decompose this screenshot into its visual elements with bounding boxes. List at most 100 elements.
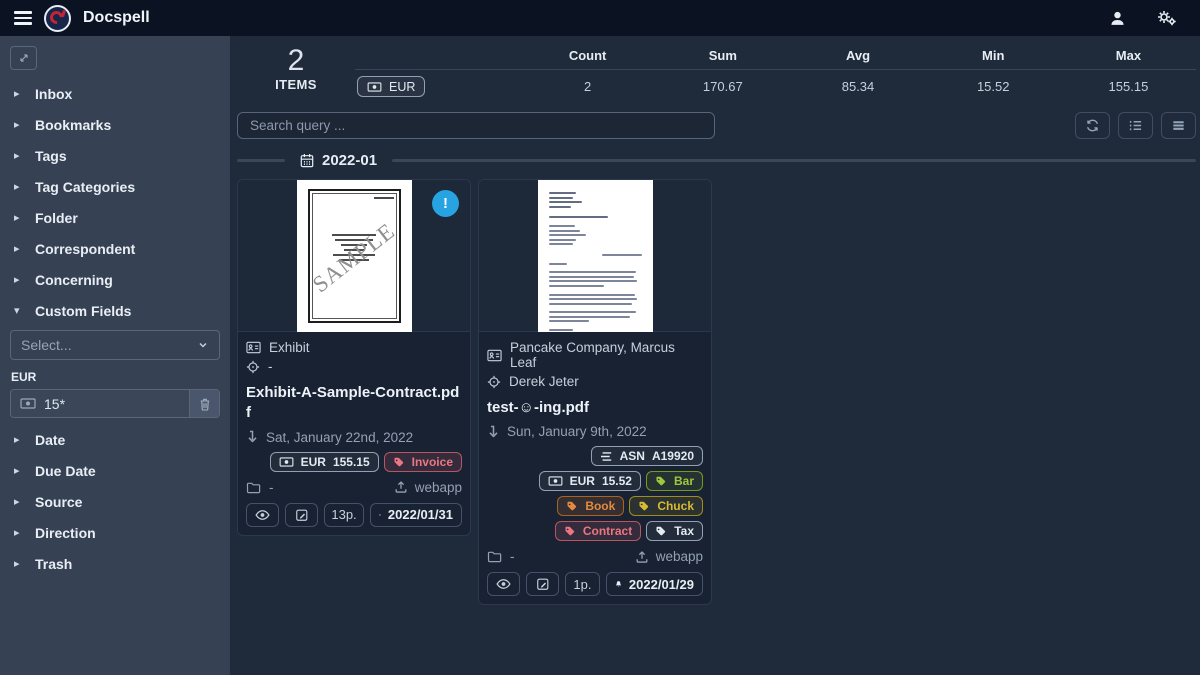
- tag-label: Invoice: [411, 454, 453, 469]
- item-badges: ASN A19920 EUR 15.52 Bar: [487, 446, 703, 542]
- item-date: Sat, January 22nd, 2022: [266, 429, 414, 445]
- bell-icon: [379, 513, 381, 516]
- sidebar-item-label: Source: [35, 493, 83, 510]
- sidebar-item-label: Direction: [35, 524, 96, 541]
- tag-icon: [393, 456, 405, 468]
- sidebar-item-label: Correspondent: [35, 240, 136, 257]
- expand-icon: [19, 54, 28, 62]
- sidebar-item-label: Tag Categories: [35, 178, 136, 195]
- month-group-header: 2022-01: [237, 152, 1196, 169]
- custom-field-label: EUR: [11, 370, 37, 384]
- tag-icon: [564, 525, 576, 537]
- correspondent-row: Pancake Company, Marcus Leaf: [487, 340, 703, 370]
- field-badge-label: EUR: [569, 474, 595, 489]
- money-icon: [548, 476, 563, 486]
- sidebar-item-label: Inbox: [35, 85, 73, 102]
- tag-icon: [566, 500, 578, 512]
- item-date: Sun, January 9th, 2022: [507, 424, 647, 440]
- item-title: test-☺-ing.pdf: [487, 399, 589, 416]
- tag-badge: Invoice: [383, 451, 462, 472]
- currency-label: EUR: [389, 79, 416, 94]
- menu-icon[interactable]: [14, 11, 32, 25]
- sidebar-item-tags[interactable]: ▸ Tags: [8, 140, 222, 171]
- custom-field-badge: EUR 155.15: [269, 451, 379, 472]
- sidebar-item-label: Concerning: [35, 271, 113, 288]
- asn-badge: ASN A19920: [590, 446, 703, 467]
- user-icon[interactable]: [1109, 10, 1126, 27]
- calendar-icon: [300, 153, 314, 168]
- item-card-1[interactable]: SAMPLE ! Exhibit -: [237, 179, 471, 536]
- sidebar: ▸ Inbox ▸ Bookmarks ▸ Tags ▸ Tag Categories …: [0, 36, 230, 675]
- tag-badge: Chuck: [629, 496, 703, 517]
- address-card-icon: [487, 349, 502, 362]
- item-card-list: SAMPLE ! Exhibit -: [237, 179, 1196, 606]
- stats-value-avg: 85.34: [841, 79, 875, 94]
- item-card-2[interactable]: Pancake Company, Marcus Leaf Derek Jeter…: [478, 179, 712, 606]
- tag-icon: [655, 525, 667, 537]
- chevron-down-icon: [197, 339, 209, 351]
- item-thumbnail-2: [479, 180, 711, 332]
- edit-icon: [295, 509, 307, 521]
- concerning-row: -: [246, 359, 462, 374]
- stats-header-avg: Avg: [845, 48, 871, 63]
- source-name: webapp: [655, 549, 703, 565]
- money-icon: [279, 456, 294, 467]
- items-count-label: ITEMS: [275, 77, 317, 92]
- custom-field-eur-input[interactable]: [44, 395, 180, 412]
- search-input[interactable]: [237, 112, 715, 139]
- item-title: Exhibit-A-Sample-Contract.pdf: [246, 384, 460, 422]
- sidebar-item-label: Bookmarks: [35, 116, 112, 133]
- select-placeholder: Select...: [21, 337, 72, 353]
- custom-fields-panel: Select... EUR: [8, 326, 222, 424]
- caret-right-icon: ▸: [14, 558, 20, 570]
- sidebar-collapse-button[interactable]: [10, 46, 37, 70]
- sidebar-item-trash[interactable]: ▸ Trash: [8, 548, 222, 579]
- sidebar-item-bookmarks[interactable]: ▸ Bookmarks: [8, 109, 222, 140]
- folder-name: -: [510, 549, 515, 565]
- sidebar-item-correspondent[interactable]: ▸ Correspondent: [8, 233, 222, 264]
- sidebar-item-date[interactable]: ▸ Date: [8, 424, 222, 455]
- list-view-button[interactable]: [1118, 112, 1153, 139]
- caret-right-icon: ▸: [14, 527, 20, 539]
- address-card-icon: [246, 341, 261, 354]
- sidebar-item-tag-categories[interactable]: ▸ Tag Categories: [8, 171, 222, 202]
- tag-label: Tax: [674, 524, 694, 539]
- due-date-badge: 2022/01/29: [605, 572, 703, 597]
- sidebar-item-direction[interactable]: ▸ Direction: [8, 517, 222, 548]
- refresh-button[interactable]: [1075, 112, 1110, 139]
- eye-icon: [255, 509, 270, 520]
- caret-right-icon: ▸: [14, 119, 20, 131]
- sidebar-item-label: Folder: [35, 209, 78, 226]
- sidebar-item-folder[interactable]: ▸ Folder: [8, 202, 222, 233]
- money-icon: [20, 398, 36, 409]
- preview-button[interactable]: [246, 502, 279, 527]
- top-navbar: Docspell: [0, 0, 1200, 36]
- edit-button[interactable]: [526, 572, 559, 597]
- correspondent-name: Exhibit: [269, 340, 310, 355]
- field-badge-value: 15.52: [601, 474, 632, 489]
- caret-right-icon: ▸: [14, 274, 20, 286]
- menu-view-button[interactable]: [1161, 112, 1196, 139]
- sidebar-item-concerning[interactable]: ▸ Concerning: [8, 264, 222, 295]
- caret-right-icon: ▸: [14, 496, 20, 508]
- sidebar-item-custom-fields[interactable]: ▾ Custom Fields: [8, 295, 222, 326]
- sidebar-item-due-date[interactable]: ▸ Due Date: [8, 455, 222, 486]
- arrow-down-icon: [487, 425, 499, 439]
- navbar-actions: [1109, 9, 1186, 27]
- settings-icon[interactable]: [1156, 9, 1176, 27]
- tag-label: Book: [585, 499, 616, 514]
- tag-label: Bar: [673, 474, 694, 489]
- upload-icon: [394, 480, 408, 494]
- sidebar-item-source[interactable]: ▸ Source: [8, 486, 222, 517]
- preview-button[interactable]: [487, 572, 520, 597]
- stats-value-row: EUR 2 170.67 85.34 15.52 155.15: [355, 70, 1196, 103]
- card-footer: 13p. 2022/01/31: [246, 502, 462, 535]
- stream-icon: [600, 451, 613, 462]
- refresh-icon: [1086, 119, 1099, 132]
- folder-source-row: - webapp: [487, 549, 703, 564]
- sidebar-item-inbox[interactable]: ▸ Inbox: [8, 78, 222, 109]
- main-content: 2 ITEMS Count Sum Avg Min Max: [230, 36, 1200, 675]
- clear-field-button[interactable]: [189, 390, 219, 417]
- custom-field-select[interactable]: Select...: [10, 330, 220, 360]
- edit-button[interactable]: [285, 502, 318, 527]
